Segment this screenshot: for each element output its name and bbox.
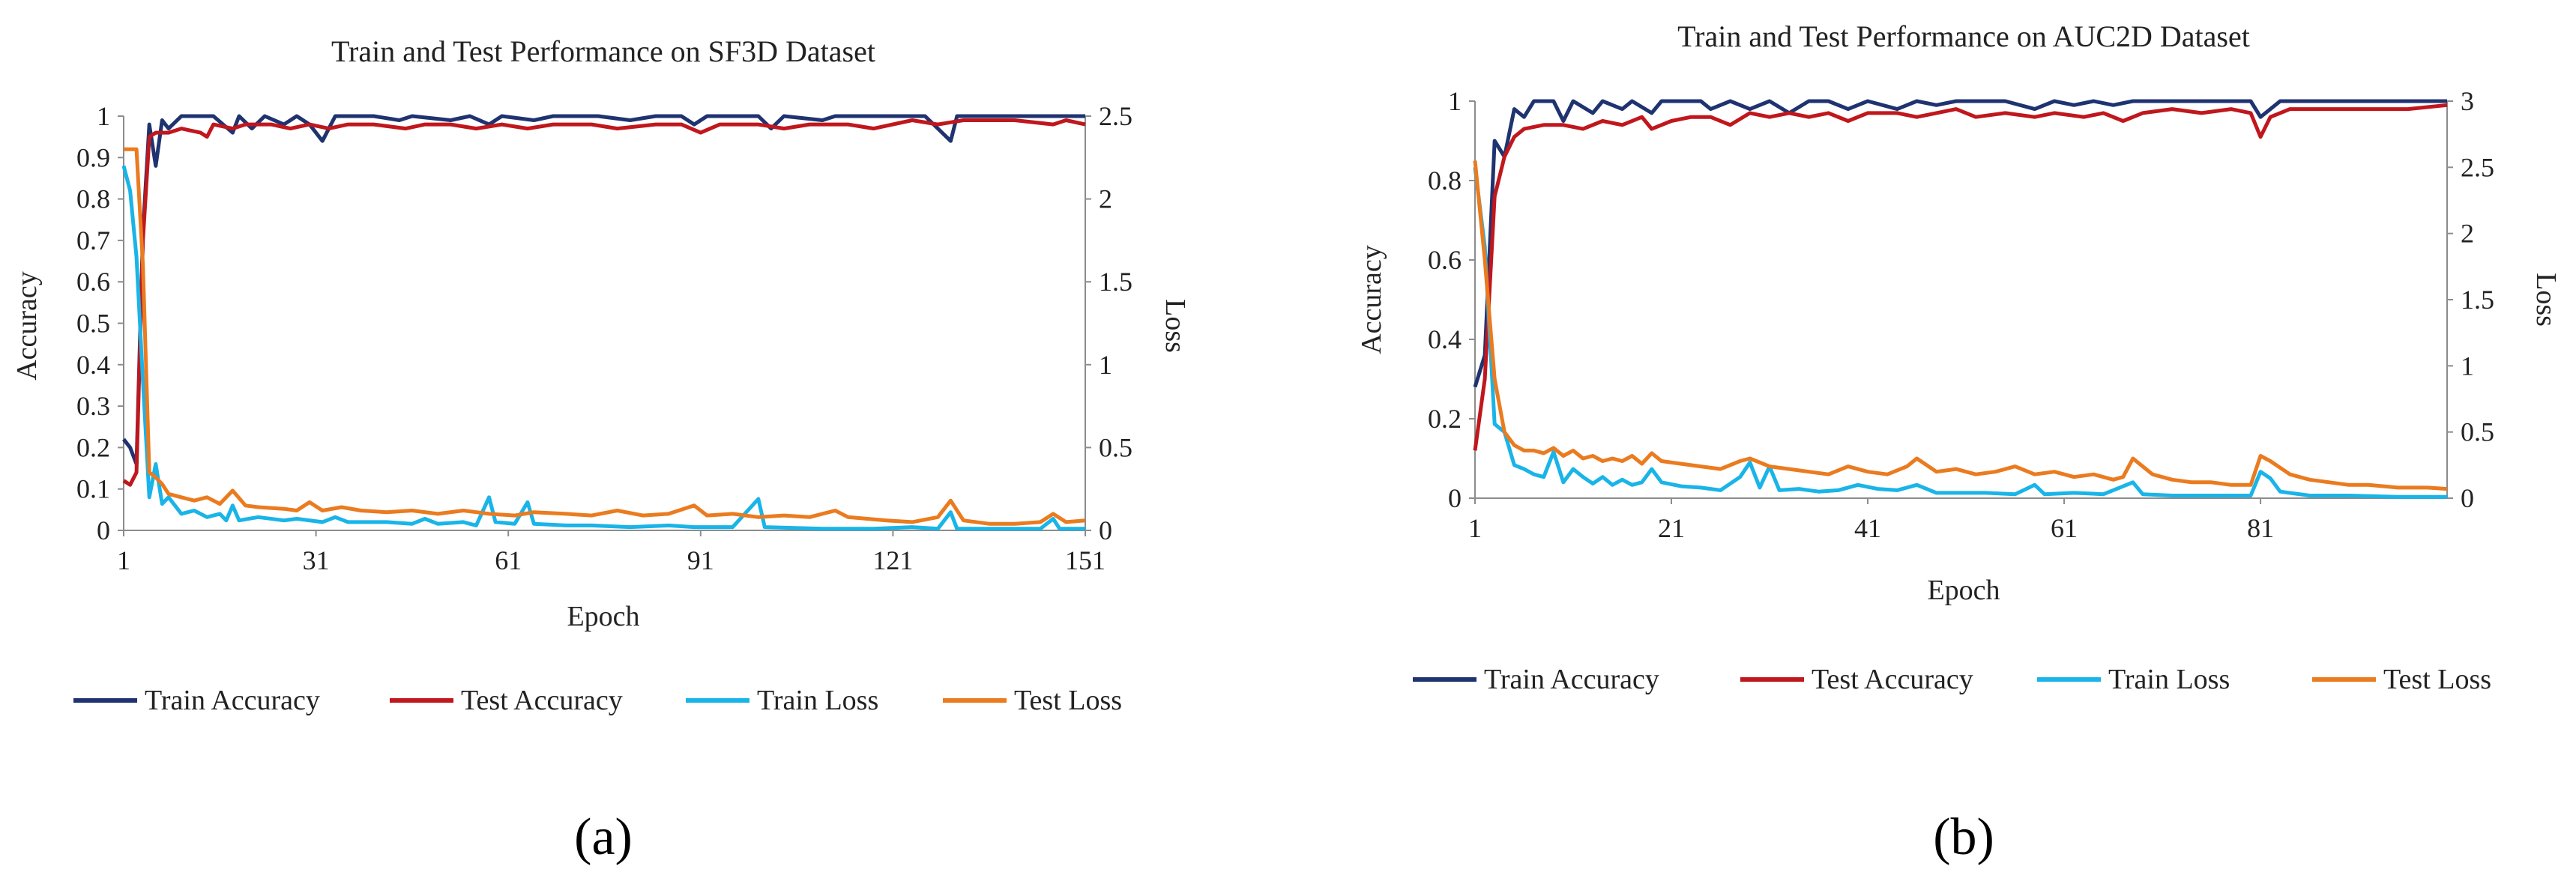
chart-b-y2tick-label: 1 bbox=[2461, 351, 2474, 381]
chart-b-ytick-label: 1 bbox=[1448, 86, 1462, 116]
chart-a-series-train-loss bbox=[121, 165, 1085, 531]
chart-b-y2tick-label: 1.5 bbox=[2461, 285, 2494, 315]
panel-label-b: (b) bbox=[1933, 808, 1994, 866]
chart-a-legend-label-test-accuracy: Test Accuracy bbox=[461, 685, 623, 716]
chart-a-ytick-label: 0.8 bbox=[76, 184, 110, 214]
chart-a-legend: Train Accuracy Test Accuracy Train Loss Tes… bbox=[73, 685, 1122, 716]
chart-a-ytick-label: 0.3 bbox=[76, 391, 110, 421]
chart-b-legend-label-test-accuracy: Test Accuracy bbox=[1812, 664, 1973, 695]
chart-b-y2tick-label: 3 bbox=[2461, 86, 2474, 116]
chart-b-series-test-accuracy bbox=[1473, 103, 2448, 451]
chart-a-legend-label-train-loss: Train Loss bbox=[757, 685, 878, 716]
chart-b-legend-label-test-loss: Test Loss bbox=[2383, 664, 2491, 695]
chart-a-xtick-label: 121 bbox=[872, 545, 913, 575]
chart-b-y2tick-label: 2.5 bbox=[2461, 152, 2494, 182]
chart-b-y2tick-label: 0.5 bbox=[2461, 417, 2494, 447]
chart-b-xtick-label: 1 bbox=[1468, 513, 1482, 543]
chart-a-legend-label-train-accuracy: Train Accuracy bbox=[145, 685, 320, 716]
chart-a-ytick-label: 0.5 bbox=[76, 309, 110, 339]
chart-a-ytick-label: 1 bbox=[97, 101, 110, 131]
chart-b-xlabel: Epoch bbox=[1927, 575, 2000, 606]
chart-b-ytick-label: 0.2 bbox=[1428, 404, 1462, 434]
chart-a-ytick-label: 0.9 bbox=[76, 142, 110, 172]
chart-a-ytick-label: 0.7 bbox=[76, 225, 110, 255]
chart-b-xtick-label: 41 bbox=[1854, 513, 1881, 543]
chart-b-ytick-label: 0.8 bbox=[1428, 166, 1462, 196]
chart-b: Train and Test Performance on AUC2D Data… bbox=[1356, 19, 2562, 866]
chart-a-legend-label-test-loss: Test Loss bbox=[1014, 685, 1122, 716]
chart-b-title: Train and Test Performance on AUC2D Data… bbox=[1677, 19, 2250, 53]
chart-a-ytick-label: 0.1 bbox=[76, 474, 110, 504]
chart-b-y2label: Loss bbox=[2530, 273, 2562, 327]
chart-a-ytick-label: 0.4 bbox=[76, 350, 110, 380]
chart-a-y2tick-label: 0.5 bbox=[1099, 432, 1132, 462]
chart-a-y2tick-label: 2 bbox=[1099, 184, 1112, 214]
chart-a-xtick-label: 151 bbox=[1065, 545, 1105, 575]
chart-a-title: Train and Test Performance on SF3D Datas… bbox=[331, 34, 875, 68]
chart-a-ylabel: Accuracy bbox=[11, 271, 43, 381]
chart-b-ylabel: Accuracy bbox=[1356, 245, 1387, 354]
chart-b-xtick-label: 81 bbox=[2247, 513, 2274, 543]
chart-a-ytick-label: 0.6 bbox=[76, 267, 110, 297]
chart-b-series-test-loss bbox=[1473, 160, 2448, 491]
chart-b-legend: Train Accuracy Test Accuracy Train Loss Tes… bbox=[1413, 664, 2491, 695]
chart-b-ytick-label: 0.4 bbox=[1428, 324, 1462, 354]
chart-a-ytick-label: 0.2 bbox=[76, 432, 110, 462]
chart-a-xtick-label: 61 bbox=[495, 545, 522, 575]
panel-label-a: (a) bbox=[574, 808, 633, 866]
chart-a: Train and Test Performance on SF3D Datas… bbox=[11, 34, 1191, 866]
chart-b-series-train-accuracy bbox=[1473, 99, 2447, 388]
chart-b-y2tick-label: 0 bbox=[2461, 483, 2474, 513]
chart-b-series-train-loss bbox=[1473, 166, 2447, 499]
chart-a-xtick-label: 31 bbox=[303, 545, 330, 575]
chart-b-y2tick-label: 2 bbox=[2461, 219, 2474, 249]
chart-a-xtick-label: 1 bbox=[117, 545, 130, 575]
chart-a-series-test-loss bbox=[124, 147, 1086, 526]
chart-a-ytick-label: 0 bbox=[97, 515, 110, 545]
chart-b-xtick-label: 61 bbox=[2051, 513, 2078, 543]
chart-b-legend-label-train-accuracy: Train Accuracy bbox=[1484, 664, 1659, 695]
chart-a-y2tick-label: 0 bbox=[1099, 515, 1112, 545]
chart-b-ytick-label: 0.6 bbox=[1428, 245, 1462, 275]
chart-a-series-train-accuracy bbox=[122, 114, 1085, 466]
chart-a-y2tick-label: 1.5 bbox=[1099, 267, 1132, 297]
chart-b-ytick-label: 0 bbox=[1448, 483, 1462, 513]
chart-a-xtick-label: 91 bbox=[687, 545, 714, 575]
chart-b-xtick-label: 21 bbox=[1658, 513, 1685, 543]
chart-a-y2tick-label: 2.5 bbox=[1099, 101, 1132, 131]
chart-a-xlabel: Epoch bbox=[567, 601, 639, 632]
chart-b-legend-label-train-loss: Train Loss bbox=[2108, 664, 2230, 695]
chart-a-y2label: Loss bbox=[1159, 299, 1191, 353]
chart-a-y2tick-label: 1 bbox=[1099, 350, 1112, 380]
chart-a-series-test-accuracy bbox=[122, 118, 1086, 487]
